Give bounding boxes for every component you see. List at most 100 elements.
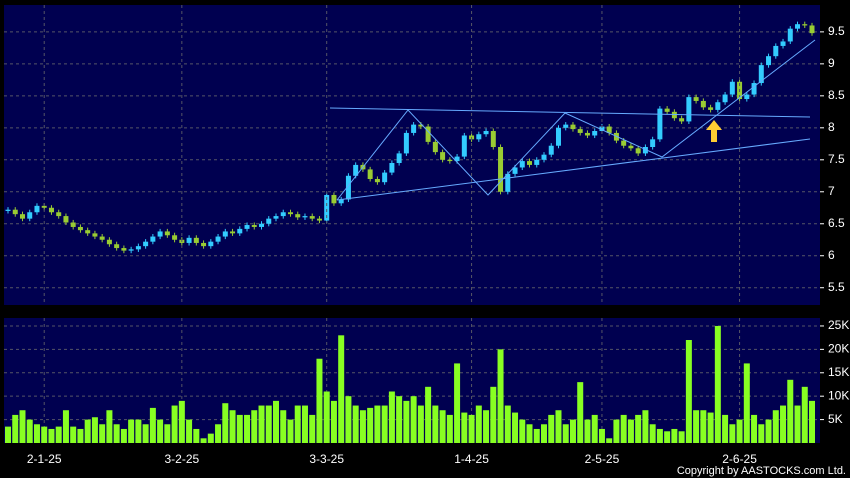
volume-bar — [468, 414, 475, 443]
candle-body — [780, 41, 786, 46]
x-tick-label: 3-3-25 — [309, 452, 344, 466]
volume-bar — [294, 405, 301, 443]
volume-bar — [309, 414, 316, 443]
volume-bar — [236, 414, 243, 443]
volume-bar — [323, 391, 330, 443]
candle-body — [476, 134, 482, 140]
candle-body — [295, 214, 301, 218]
volume-bar — [171, 405, 178, 443]
volume-bar — [149, 407, 156, 443]
volume-bar — [12, 414, 19, 443]
volume-bar — [287, 419, 294, 443]
candle-body — [773, 45, 779, 57]
candle-body — [27, 212, 33, 219]
candle-body — [48, 207, 54, 213]
volume-bar — [627, 419, 634, 443]
candle-body — [259, 223, 265, 227]
volume-bar — [584, 419, 591, 443]
volume-bar — [26, 419, 33, 443]
volume-bar — [562, 424, 569, 443]
candle-body — [802, 24, 808, 26]
volume-bar — [519, 419, 526, 443]
volume-bar — [555, 410, 562, 443]
candle-body — [143, 241, 149, 247]
volume-bar — [671, 428, 678, 443]
candle-body — [418, 124, 424, 127]
volume-bar — [693, 410, 700, 443]
volume-bar — [77, 428, 84, 443]
volume-bar — [207, 433, 214, 443]
candle-body — [642, 147, 648, 154]
candle-body — [266, 218, 272, 224]
volume-bar — [432, 405, 439, 443]
volume-bar — [273, 400, 279, 443]
volume-bar — [512, 412, 519, 443]
candle-body — [447, 159, 453, 162]
candle-body — [186, 237, 192, 243]
volume-bar — [772, 410, 779, 443]
candle-body — [440, 152, 446, 160]
y-tick-label: 8.5 — [828, 88, 845, 102]
volume-bar — [186, 419, 193, 443]
volume-bar — [642, 410, 649, 443]
volume-bar — [280, 410, 287, 443]
candle-body — [396, 153, 402, 163]
volume-bar — [99, 424, 106, 443]
volume-bar — [526, 424, 533, 443]
volume-bar — [157, 419, 164, 443]
candle-body — [664, 108, 670, 112]
volume-bar — [591, 414, 598, 443]
volume-bar — [403, 400, 410, 443]
volume-bar — [504, 405, 511, 443]
y-tick-label: 9 — [828, 56, 835, 70]
candle-body — [577, 129, 583, 133]
volume-bar — [178, 400, 185, 443]
y-tick-label: 5K — [828, 412, 843, 426]
volume-bar — [497, 349, 504, 443]
trend-lines — [329, 39, 816, 201]
candle-body — [63, 216, 69, 223]
candle-body — [316, 218, 322, 221]
candle-body — [461, 135, 467, 157]
arrow — [706, 120, 722, 142]
volume-bar — [410, 396, 417, 443]
candle-body — [19, 214, 25, 219]
candle-body — [541, 154, 547, 160]
volume-bar — [113, 424, 120, 443]
candle-body — [382, 172, 388, 183]
candle-body — [193, 237, 199, 243]
volume-bar — [765, 419, 772, 443]
volume-bar — [19, 410, 26, 443]
volume-bar — [809, 400, 815, 443]
volume-bar — [417, 405, 424, 443]
volume-bar — [685, 340, 692, 443]
price-panel — [4, 5, 820, 305]
x-tick-label: 2-1-25 — [27, 452, 62, 466]
volume-bar — [635, 414, 642, 443]
volume-bar — [229, 410, 236, 443]
candle-body — [208, 241, 214, 247]
candle-body — [758, 65, 764, 84]
volume-bar — [649, 424, 656, 443]
volume-bar — [722, 414, 729, 443]
candle-body — [483, 131, 489, 135]
volume-bar — [606, 438, 613, 443]
y-tick-label: 6 — [828, 248, 835, 262]
candle-body — [606, 126, 612, 133]
volume-bar — [374, 405, 381, 443]
candle-body — [570, 124, 576, 130]
volume-bar — [41, 426, 48, 443]
candle-body — [324, 194, 330, 221]
candle-body — [201, 242, 207, 247]
volume-bar — [569, 419, 576, 443]
y-tick-label: 6.5 — [828, 216, 845, 230]
candle-body — [505, 173, 511, 192]
volume-bar — [352, 405, 359, 443]
volume-bar — [91, 417, 98, 443]
volume-bar — [736, 419, 743, 443]
candle-body — [222, 231, 228, 237]
y-tick-label: 20K — [828, 342, 849, 356]
candle-body — [555, 127, 561, 146]
pattern-line — [336, 39, 816, 201]
